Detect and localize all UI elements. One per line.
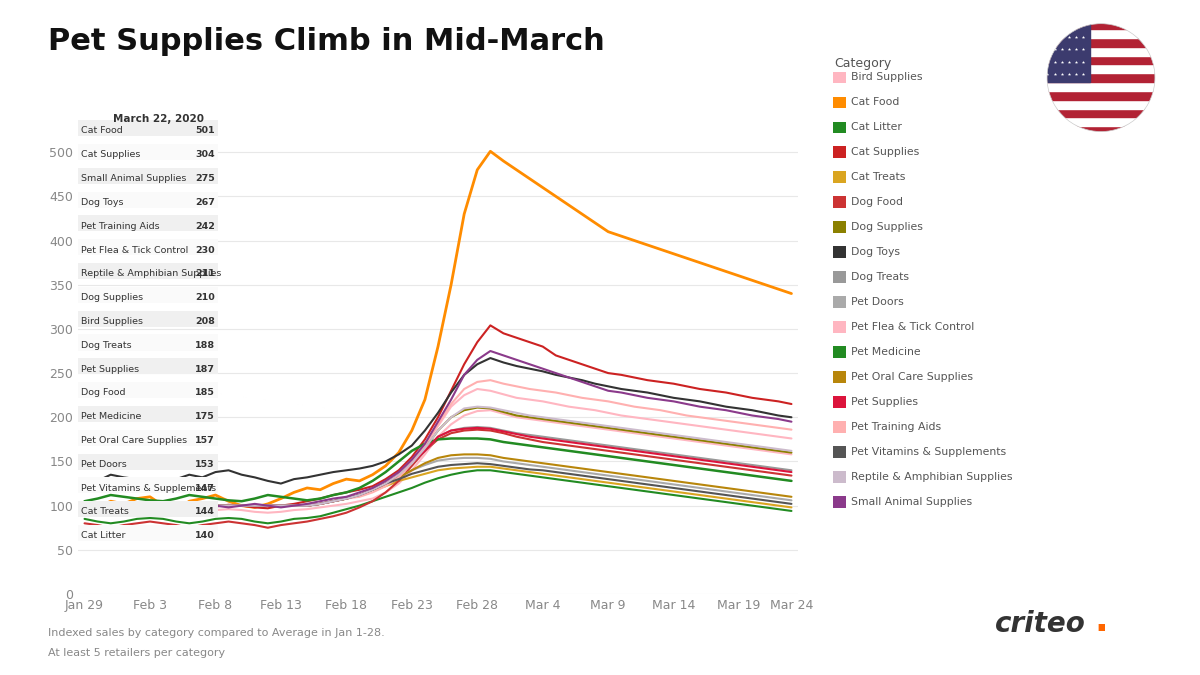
FancyBboxPatch shape xyxy=(78,215,218,232)
Text: 242: 242 xyxy=(194,221,215,231)
Text: 187: 187 xyxy=(194,364,215,373)
Text: Dog Food: Dog Food xyxy=(851,197,902,207)
Bar xyxy=(1044,55,1158,64)
Text: Pet Oral Care Supplies: Pet Oral Care Supplies xyxy=(851,372,973,381)
Text: Dog Toys: Dog Toys xyxy=(851,247,900,256)
Text: Pet Vitamins & Supplements: Pet Vitamins & Supplements xyxy=(851,447,1006,456)
Text: 208: 208 xyxy=(194,317,215,326)
Text: 140: 140 xyxy=(196,531,215,540)
FancyBboxPatch shape xyxy=(78,310,218,327)
Text: Pet Supplies: Pet Supplies xyxy=(80,364,139,373)
Text: Pet Training Aids: Pet Training Aids xyxy=(80,221,160,231)
Bar xyxy=(1044,109,1158,117)
Text: Dog Supplies: Dog Supplies xyxy=(80,293,143,302)
Text: 157: 157 xyxy=(196,436,215,445)
Text: Dog Toys: Dog Toys xyxy=(80,198,124,207)
Text: 275: 275 xyxy=(196,174,215,183)
Text: 211: 211 xyxy=(194,269,215,278)
Text: Pet Supplies: Pet Supplies xyxy=(851,397,918,406)
Text: 501: 501 xyxy=(196,126,215,136)
Text: .: . xyxy=(1094,604,1108,638)
Text: 144: 144 xyxy=(194,508,215,516)
Text: Cat Litter: Cat Litter xyxy=(851,122,901,132)
Text: Reptile & Amphibian Supplies: Reptile & Amphibian Supplies xyxy=(80,269,221,278)
Text: 185: 185 xyxy=(194,388,215,398)
FancyBboxPatch shape xyxy=(78,501,218,517)
Bar xyxy=(1044,20,1158,29)
Text: Pet Flea & Tick Control: Pet Flea & Tick Control xyxy=(80,246,188,254)
Text: 210: 210 xyxy=(196,293,215,302)
Text: Reptile & Amphibian Supplies: Reptile & Amphibian Supplies xyxy=(851,472,1013,481)
Text: Pet Medicine: Pet Medicine xyxy=(80,412,142,421)
Bar xyxy=(1044,73,1158,82)
Bar xyxy=(1044,20,1090,82)
FancyBboxPatch shape xyxy=(78,287,218,303)
FancyBboxPatch shape xyxy=(78,192,218,208)
Text: 230: 230 xyxy=(196,246,215,254)
Text: Category: Category xyxy=(834,57,892,70)
Text: At least 5 retailers per category: At least 5 retailers per category xyxy=(48,648,226,658)
Text: Bird Supplies: Bird Supplies xyxy=(80,317,143,326)
Text: Dog Treats: Dog Treats xyxy=(80,341,132,350)
FancyBboxPatch shape xyxy=(78,168,218,184)
Text: Cat Treats: Cat Treats xyxy=(851,172,905,182)
Bar xyxy=(1044,29,1158,38)
Bar xyxy=(1044,100,1158,109)
FancyBboxPatch shape xyxy=(78,120,218,136)
Text: Bird Supplies: Bird Supplies xyxy=(851,72,923,82)
Text: 153: 153 xyxy=(196,460,215,469)
Text: 175: 175 xyxy=(196,412,215,421)
Text: Dog Food: Dog Food xyxy=(80,388,125,398)
Text: Cat Food: Cat Food xyxy=(80,126,122,136)
Text: Dog Supplies: Dog Supplies xyxy=(851,222,923,232)
Text: Cat Litter: Cat Litter xyxy=(80,531,125,540)
FancyBboxPatch shape xyxy=(78,454,218,470)
Text: Small Animal Supplies: Small Animal Supplies xyxy=(851,497,972,506)
Text: Cat Food: Cat Food xyxy=(851,97,899,107)
FancyBboxPatch shape xyxy=(78,335,218,350)
Bar xyxy=(1044,38,1158,47)
FancyBboxPatch shape xyxy=(78,144,218,160)
Text: Indexed sales by category compared to Average in Jan 1-28.: Indexed sales by category compared to Av… xyxy=(48,628,385,638)
Bar xyxy=(1044,64,1158,73)
Text: Small Animal Supplies: Small Animal Supplies xyxy=(80,174,186,183)
FancyBboxPatch shape xyxy=(78,382,218,398)
Text: 147: 147 xyxy=(194,484,215,493)
Text: Pet Vitamins & Supplements: Pet Vitamins & Supplements xyxy=(80,484,216,493)
Bar xyxy=(1044,126,1158,135)
FancyBboxPatch shape xyxy=(78,263,218,279)
FancyBboxPatch shape xyxy=(78,525,218,541)
FancyBboxPatch shape xyxy=(78,358,218,375)
Text: Dog Treats: Dog Treats xyxy=(851,272,908,281)
Text: Pet Flea & Tick Control: Pet Flea & Tick Control xyxy=(851,322,974,331)
Text: March 22, 2020: March 22, 2020 xyxy=(113,114,204,124)
FancyBboxPatch shape xyxy=(78,406,218,422)
Text: Pet Doors: Pet Doors xyxy=(80,460,127,469)
FancyBboxPatch shape xyxy=(78,239,218,255)
Text: Cat Treats: Cat Treats xyxy=(80,508,128,516)
Text: Cat Supplies: Cat Supplies xyxy=(80,151,140,159)
Text: Cat Supplies: Cat Supplies xyxy=(851,147,919,157)
Text: Pet Supplies Climb in Mid-March: Pet Supplies Climb in Mid-March xyxy=(48,27,605,56)
Bar xyxy=(1044,47,1158,55)
Bar xyxy=(1044,82,1158,91)
Bar xyxy=(1044,117,1158,126)
FancyBboxPatch shape xyxy=(78,477,218,493)
Text: Pet Training Aids: Pet Training Aids xyxy=(851,422,941,431)
Text: criteo: criteo xyxy=(995,610,1086,638)
Text: 188: 188 xyxy=(194,341,215,350)
Text: Pet Medicine: Pet Medicine xyxy=(851,347,920,356)
Text: 304: 304 xyxy=(196,151,215,159)
Circle shape xyxy=(1048,24,1154,132)
Text: 267: 267 xyxy=(194,198,215,207)
FancyBboxPatch shape xyxy=(78,430,218,446)
Bar xyxy=(1044,91,1158,100)
Text: Pet Doors: Pet Doors xyxy=(851,297,904,306)
Text: Pet Oral Care Supplies: Pet Oral Care Supplies xyxy=(80,436,187,445)
